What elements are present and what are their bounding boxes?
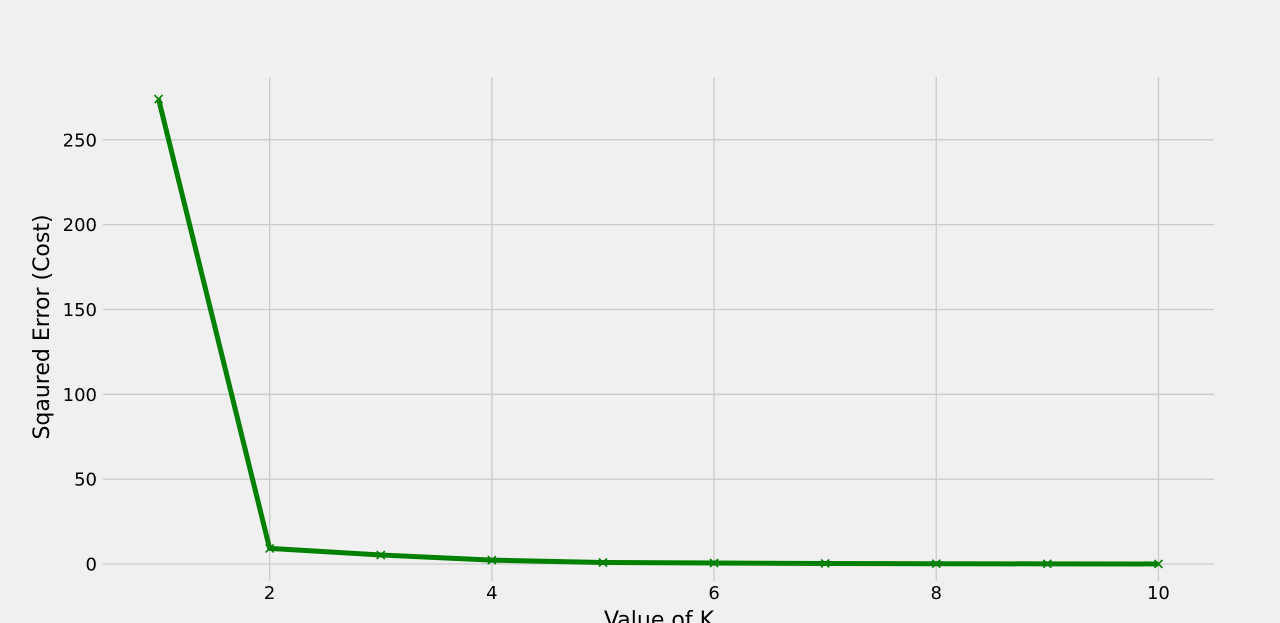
data-point-marker	[265, 543, 275, 553]
y-tick-label: 50	[74, 470, 97, 491]
x-tick-label: 8	[931, 583, 942, 604]
data-point-marker	[1042, 559, 1052, 569]
y-tick-labels: 0 50 100 150 200 250	[63, 130, 97, 575]
data-point-marker	[376, 550, 386, 560]
y-tick-label: 0	[86, 555, 97, 576]
data-point-marker	[153, 94, 164, 104]
series-layer	[153, 94, 1164, 569]
x-tick-label: 10	[1147, 583, 1170, 604]
y-tick-label: 100	[63, 385, 97, 406]
y-axis-label: Sqaured Error (Cost)	[30, 214, 55, 439]
x-tick-label: 2	[264, 583, 275, 604]
data-point-marker	[598, 557, 608, 568]
grid	[103, 77, 1214, 581]
x-tick-label: 4	[486, 583, 497, 604]
y-tick-label: 150	[63, 300, 97, 321]
y-tick-label: 250	[63, 130, 97, 151]
data-point-marker	[1153, 559, 1164, 569]
y-tick-label: 200	[63, 215, 97, 236]
x-axis-label: Value of K	[604, 608, 715, 623]
data-point-marker	[820, 558, 830, 569]
data-point-marker	[487, 555, 497, 565]
data-point-marker	[709, 558, 719, 568]
series-line	[156, 98, 1159, 567]
x-tick-labels: 2 4 6 8 10	[264, 583, 1170, 604]
data-point-marker	[931, 559, 941, 569]
x-tick-label: 6	[708, 583, 719, 604]
